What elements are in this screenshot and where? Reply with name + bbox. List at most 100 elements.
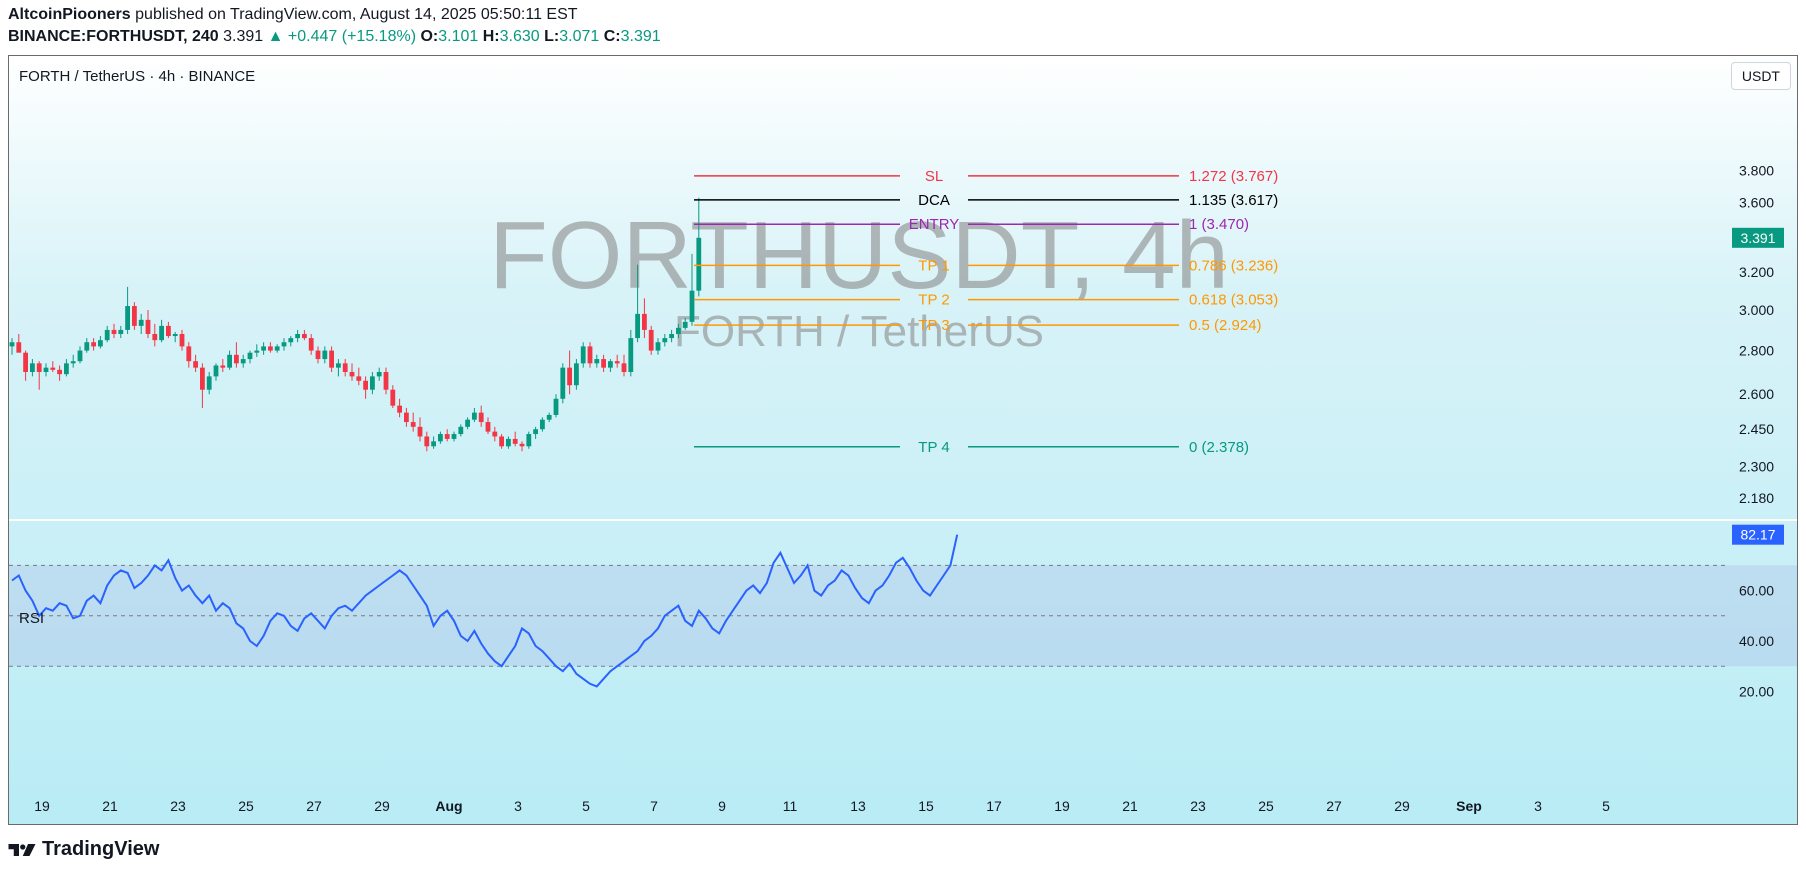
candle-body xyxy=(567,367,572,386)
fib-label-6: 0 (2.378) xyxy=(1189,439,1249,456)
fib-name-5: TP 3 xyxy=(918,317,949,334)
fib-label-3: 0.786 (3.236) xyxy=(1189,257,1278,274)
candle-body xyxy=(138,319,144,326)
candle-body xyxy=(91,342,96,347)
symbol: BINANCE:FORTHUSDT, 240 xyxy=(8,28,219,45)
candle-body xyxy=(519,443,525,447)
candle-body xyxy=(261,346,266,351)
candle-body xyxy=(152,333,158,341)
time-axis-tick: 5 xyxy=(582,798,590,814)
price-axis-tick: 3.000 xyxy=(1739,302,1774,318)
candle-body xyxy=(295,333,300,339)
candle-body xyxy=(580,346,586,364)
open-value: 3.101 xyxy=(438,28,479,45)
time-axis-tick: 7 xyxy=(650,798,658,814)
time-axis-tick: 29 xyxy=(1394,798,1410,814)
fib-name-6: TP 4 xyxy=(918,439,949,456)
candle-body xyxy=(648,329,654,351)
rsi-axis-tick: 60.00 xyxy=(1739,583,1774,599)
rsi-axis-tick: 40.00 xyxy=(1739,633,1774,649)
candle-body xyxy=(628,338,634,373)
fib-name-3: TP 1 xyxy=(918,257,949,274)
time-axis-tick: 5 xyxy=(1602,798,1610,814)
time-axis-tick: 19 xyxy=(34,798,50,814)
rsi-line xyxy=(11,534,959,688)
candle-body xyxy=(213,365,219,377)
tradingview-logo-icon xyxy=(8,843,36,856)
candle-body xyxy=(383,372,389,390)
candle-body xyxy=(587,346,593,364)
candle-body xyxy=(363,380,368,390)
high-label: H: xyxy=(482,28,500,45)
candle-body xyxy=(608,361,613,368)
candle-body xyxy=(227,354,232,368)
time-axis-tick: 25 xyxy=(1258,798,1274,814)
candle-body xyxy=(30,363,35,373)
time-axis-tick: 15 xyxy=(918,798,934,814)
candle-body xyxy=(43,367,49,373)
candle-body xyxy=(438,434,443,442)
fib-name-1: DCA xyxy=(918,192,950,209)
time-axis-tick: 13 xyxy=(850,798,866,814)
candle-body xyxy=(322,350,328,360)
time-axis-tick: 9 xyxy=(718,798,726,814)
candle-body xyxy=(431,441,436,447)
candle-body xyxy=(533,429,538,435)
candle-body xyxy=(64,363,69,375)
candle-body xyxy=(57,369,62,375)
tradingview-logo[interactable]: TradingView xyxy=(8,838,159,861)
candle-body xyxy=(118,329,124,334)
candle-body xyxy=(553,398,559,415)
candle-body xyxy=(499,436,504,447)
watermark-title: FORTHUSDT, 4h xyxy=(489,202,1229,309)
price-axis-tick: 3.200 xyxy=(1739,264,1774,280)
candle-body xyxy=(397,405,402,413)
candle-body xyxy=(288,338,294,343)
candle-body xyxy=(200,367,205,390)
candle-body xyxy=(635,313,640,339)
author-name[interactable]: AltcoinPiooners xyxy=(8,6,131,23)
candle-body xyxy=(540,419,545,430)
candle-body xyxy=(662,338,668,343)
published-text: published on TradingView.com, August 14,… xyxy=(135,6,578,23)
candle-body xyxy=(315,350,321,360)
candle-body xyxy=(451,434,457,439)
price-axis-tick: 2.600 xyxy=(1739,386,1774,402)
price-axis-tick: 2.800 xyxy=(1739,343,1774,359)
candle-body xyxy=(98,340,103,347)
time-axis-tick: 3 xyxy=(514,798,522,814)
time-axis-tick: 19 xyxy=(1054,798,1070,814)
candle-body xyxy=(240,359,246,364)
candle-body xyxy=(594,359,600,364)
price-change: ▲ +0.447 (+15.18%) xyxy=(267,28,417,45)
candle-body xyxy=(560,367,566,399)
fib-label-4: 0.618 (3.053) xyxy=(1189,292,1278,309)
symbol-info: BINANCE:FORTHUSDT, 240 3.391 ▲ +0.447 (+… xyxy=(8,28,661,46)
price-axis-tick: 3.800 xyxy=(1739,163,1774,179)
time-axis-tick: 29 xyxy=(374,798,390,814)
candle-body xyxy=(206,376,212,390)
candle-body xyxy=(669,333,674,339)
candle-body xyxy=(172,333,178,337)
chart-frame[interactable]: FORTHUSDT, 4h FORTH / TetherUS SL 1.272 (3.… xyxy=(8,55,1798,825)
candle-body xyxy=(526,434,532,447)
high-value: 3.630 xyxy=(499,28,540,45)
rsi-axis-tick: 20.00 xyxy=(1739,683,1774,699)
low-value: 3.071 xyxy=(559,28,600,45)
time-axis-tick: 21 xyxy=(1122,798,1138,814)
currency-button[interactable]: USDT xyxy=(1730,62,1791,90)
price-axis-tick: 2.180 xyxy=(1739,490,1774,506)
last-price: 3.391 xyxy=(223,28,264,45)
rsi-last-tag-text: 82.17 xyxy=(1740,527,1775,543)
candle-body xyxy=(336,363,341,368)
candle-body xyxy=(682,321,688,328)
price-axis-tick: 3.600 xyxy=(1739,195,1774,211)
fib-label-5: 0.5 (2.924) xyxy=(1189,317,1262,334)
candle-body xyxy=(77,350,83,362)
candle-body xyxy=(574,363,579,386)
candle-body xyxy=(506,438,511,447)
candle-body xyxy=(410,422,416,427)
candle-body xyxy=(546,414,552,420)
candle-body xyxy=(84,342,90,351)
